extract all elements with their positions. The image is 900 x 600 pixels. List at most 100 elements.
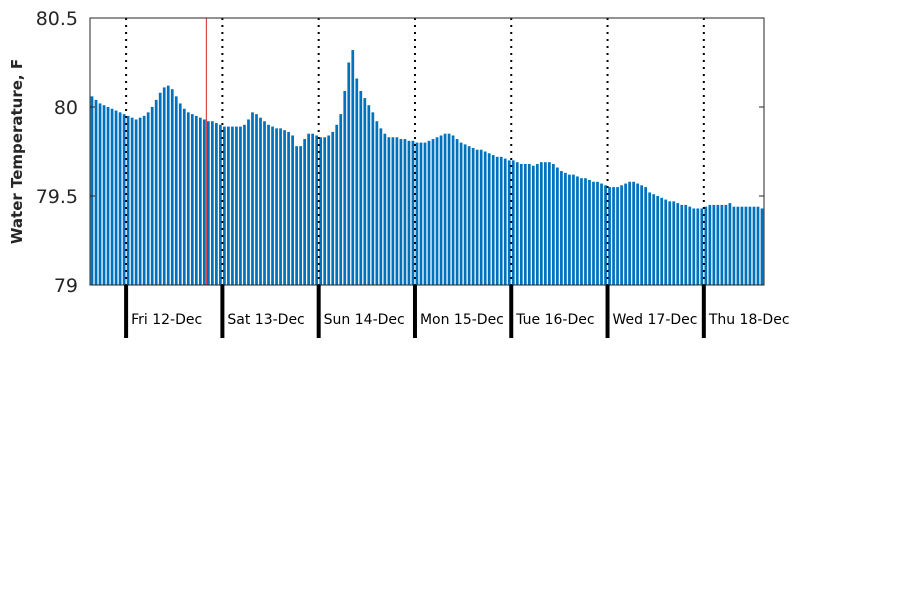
- bar: [343, 90, 347, 285]
- bar: [102, 105, 106, 285]
- plot-frame: [89, 17, 765, 286]
- bar: [732, 206, 736, 285]
- bar: [680, 204, 684, 285]
- day-label: Sun 14-Dec: [324, 312, 405, 328]
- bar: [644, 187, 648, 285]
- bar: [752, 206, 756, 285]
- bar: [548, 162, 551, 285]
- bar: [704, 206, 708, 285]
- bar: [708, 204, 712, 285]
- bar: [435, 137, 439, 285]
- bar: [724, 204, 728, 285]
- bar: [459, 142, 463, 285]
- bar: [712, 204, 716, 285]
- bar: [411, 140, 415, 285]
- bar: [118, 112, 122, 285]
- bar: [122, 114, 126, 286]
- bar: [106, 107, 110, 285]
- bar: [447, 133, 451, 285]
- bar: [239, 126, 242, 285]
- bar: [660, 197, 664, 285]
- bar: [251, 112, 254, 285]
- bar: [303, 139, 306, 285]
- y-tick-label: 79: [54, 275, 78, 297]
- bar: [624, 183, 627, 285]
- bar: [676, 203, 680, 285]
- bar: [267, 124, 270, 285]
- y-axis-label: Water Temperature, F: [8, 59, 26, 244]
- bar: [359, 90, 363, 285]
- day-label: Thu 18-Dec: [708, 312, 790, 328]
- bar: [110, 108, 114, 285]
- bar: [740, 206, 744, 285]
- bar: [576, 176, 579, 285]
- bar: [479, 149, 483, 285]
- bar: [178, 103, 182, 285]
- bar: [367, 105, 371, 285]
- bar: [194, 115, 198, 286]
- bar: [315, 135, 319, 285]
- bar: [371, 112, 375, 285]
- bar: [399, 139, 403, 285]
- bar: [259, 117, 262, 286]
- day-label: Mon 15-Dec: [420, 312, 504, 328]
- bar: [515, 162, 519, 285]
- bar: [335, 124, 339, 285]
- bar: [98, 103, 102, 285]
- bar: [219, 124, 222, 285]
- bar: [475, 149, 479, 285]
- bar: [202, 119, 206, 286]
- bar: [608, 187, 611, 285]
- bar: [247, 119, 250, 286]
- bar: [299, 146, 302, 285]
- bar: [227, 126, 230, 285]
- bar: [495, 156, 499, 285]
- bar: [138, 117, 142, 286]
- bar: [415, 142, 419, 285]
- bar: [231, 126, 234, 285]
- bar: [720, 204, 724, 285]
- bar: [503, 158, 507, 285]
- bar: [431, 139, 435, 285]
- bar: [323, 137, 327, 285]
- bar: [255, 114, 258, 286]
- bar: [419, 142, 423, 285]
- bar: [491, 155, 495, 285]
- bar: [347, 62, 351, 285]
- bar: [568, 174, 571, 285]
- bar: [584, 178, 587, 285]
- bar: [395, 137, 399, 285]
- bar: [423, 142, 427, 285]
- day-boundary-lines: [125, 18, 705, 285]
- bar: [162, 87, 166, 285]
- bar: [760, 208, 764, 285]
- day-label: Sat 13-Dec: [227, 312, 304, 328]
- bar: [206, 121, 210, 286]
- y-tick-label: 79.5: [36, 186, 78, 208]
- bar: [535, 163, 539, 285]
- bar: [612, 187, 615, 285]
- bar: [158, 92, 162, 285]
- bar: [684, 204, 688, 285]
- bar: [351, 50, 355, 285]
- bar: [235, 126, 238, 285]
- bar: [523, 163, 527, 285]
- bar: [664, 199, 668, 285]
- bar: [146, 112, 150, 285]
- bar: [391, 137, 395, 285]
- bar: [531, 165, 535, 285]
- bars-group: [90, 50, 764, 286]
- bar: [511, 160, 515, 285]
- bar: [90, 96, 94, 285]
- bar: [215, 123, 218, 286]
- bar: [182, 108, 186, 285]
- bar: [560, 171, 563, 285]
- bar: [130, 117, 134, 286]
- bar: [190, 114, 194, 286]
- bar: [355, 78, 359, 286]
- bar: [487, 153, 491, 285]
- bar: [692, 208, 696, 285]
- bar: [142, 115, 146, 286]
- bar: [174, 96, 178, 285]
